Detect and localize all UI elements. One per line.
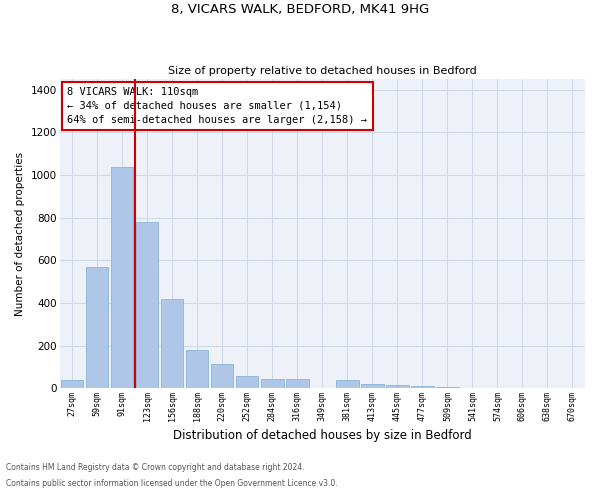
Bar [411,386,434,388]
Bar [186,350,208,389]
Bar [136,222,158,388]
Text: Contains public sector information licensed under the Open Government Licence v3: Contains public sector information licen… [6,478,338,488]
Text: 8, VICARS WALK, BEDFORD, MK41 9HG: 8, VICARS WALK, BEDFORD, MK41 9HG [171,2,429,16]
Bar [111,166,133,388]
Title: Size of property relative to detached houses in Bedford: Size of property relative to detached ho… [168,66,476,76]
Bar [336,380,359,388]
Bar [286,379,308,388]
Bar [261,379,284,388]
Bar [236,376,259,388]
Bar [61,380,83,388]
Text: Contains HM Land Registry data © Crown copyright and database right 2024.: Contains HM Land Registry data © Crown c… [6,464,305,472]
Y-axis label: Number of detached properties: Number of detached properties [15,152,25,316]
Bar [86,267,109,388]
Bar [211,364,233,388]
Bar [386,385,409,388]
Bar [361,384,383,388]
X-axis label: Distribution of detached houses by size in Bedford: Distribution of detached houses by size … [173,430,472,442]
Bar [161,299,184,388]
Text: 8 VICARS WALK: 110sqm
← 34% of detached houses are smaller (1,154)
64% of semi-d: 8 VICARS WALK: 110sqm ← 34% of detached … [67,87,367,125]
